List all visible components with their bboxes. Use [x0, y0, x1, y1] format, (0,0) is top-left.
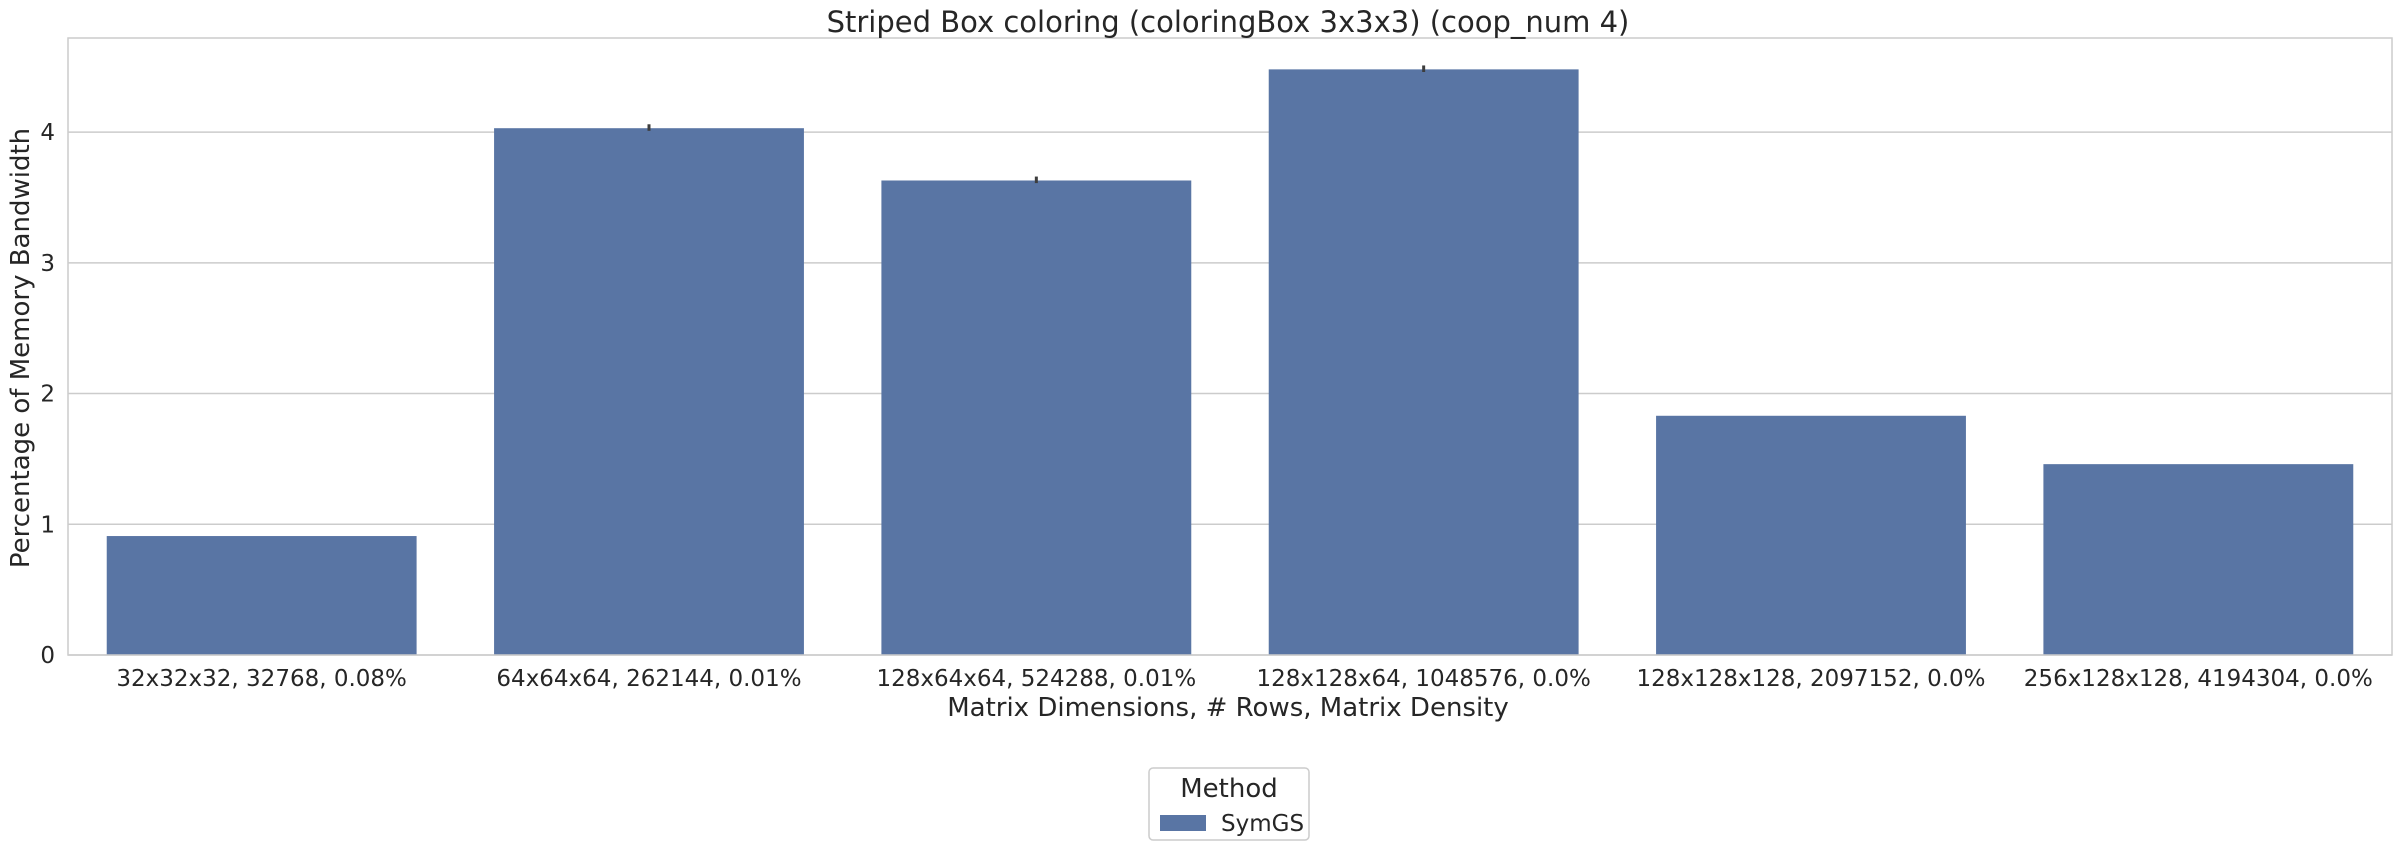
error-bars [647, 65, 1426, 184]
bar [881, 180, 1192, 655]
bar [494, 128, 804, 656]
bar [1268, 69, 1579, 656]
legend-title: Method [1180, 774, 1278, 804]
legend-swatch-symgs [1160, 815, 1206, 831]
x-tick-label: 128x128x128, 2097152, 0.0% [1636, 666, 1985, 692]
x-tick-label: 64x64x64, 262144, 0.01% [496, 666, 801, 692]
x-tick-label: 128x64x64, 524288, 0.01% [876, 666, 1196, 692]
x-tick-label: 32x32x32, 32768, 0.08% [116, 666, 407, 692]
y-tick-label: 4 [40, 120, 55, 146]
y-tick-label: 1 [40, 512, 55, 538]
bar [1656, 415, 1966, 655]
y-axis-title: Percentage of Memory Bandwidth [6, 128, 36, 568]
plot-frame [67, 37, 2393, 656]
y-tick-label: 2 [40, 382, 55, 408]
x-tick-label: 256x128x128, 4194304, 0.0% [2024, 666, 2373, 692]
chart-title: Striped Box coloring (coloringBox 3x3x3)… [827, 5, 1630, 39]
x-axis-title: Matrix Dimensions, # Rows, Matrix Densit… [947, 693, 1509, 723]
x-tick-label: 128x128x64, 1048576, 0.0% [1256, 666, 1590, 692]
bar [2043, 464, 2354, 655]
y-tick-label: 3 [40, 251, 55, 277]
bars [106, 69, 2354, 656]
x-tick-labels: 32x32x32, 32768, 0.08% 64x64x64, 262144, … [116, 666, 2372, 692]
y-tick-labels: 0 1 2 3 4 [40, 120, 55, 669]
legend-label-symgs: SymGS [1221, 811, 1304, 837]
bar [106, 536, 417, 655]
y-tick-label: 0 [40, 643, 55, 669]
legend: Method SymGS [1148, 767, 1310, 841]
